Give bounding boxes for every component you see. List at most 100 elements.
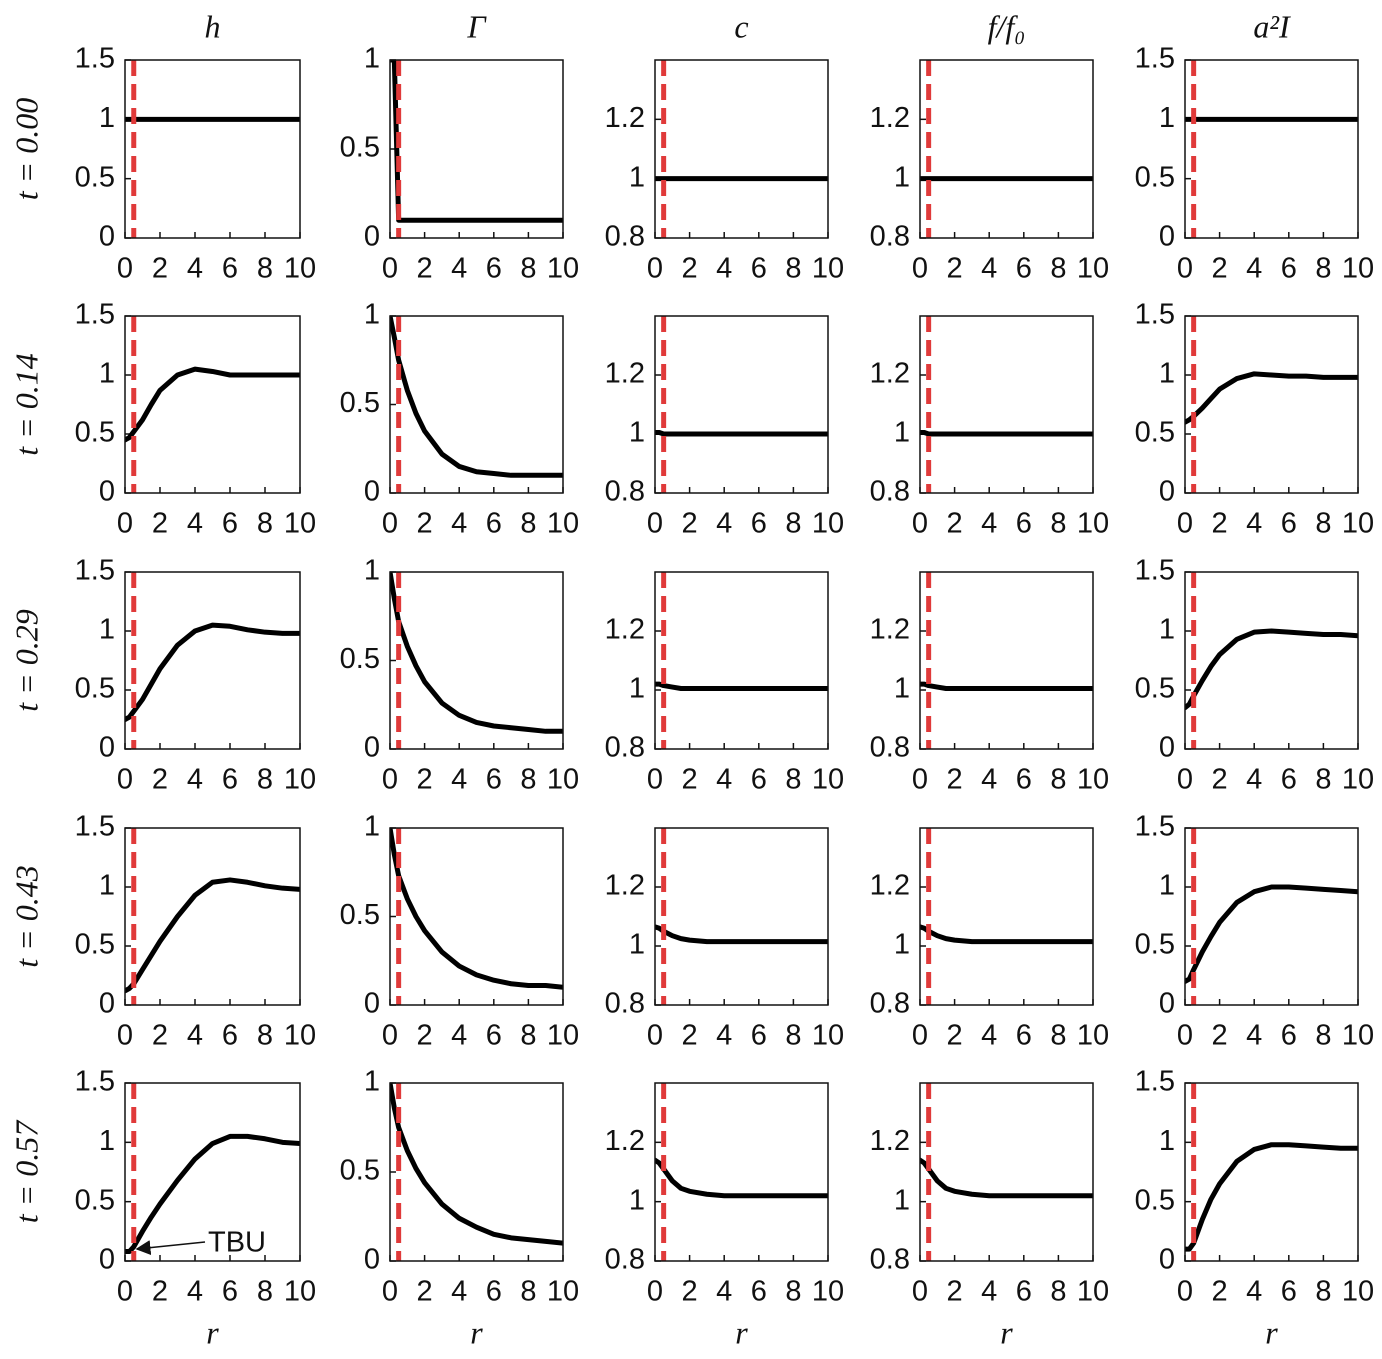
- x-tick-label: 8: [785, 253, 801, 285]
- y-tick-label: 0: [1159, 1244, 1175, 1276]
- y-tick-label: 0.5: [340, 132, 380, 164]
- x-tick-label: 4: [981, 253, 997, 285]
- y-tick-label: 1.5: [75, 811, 115, 843]
- x-tick-label: 0: [912, 764, 928, 796]
- x-tick-label: 2: [947, 253, 963, 285]
- y-tick-label: 1: [364, 1066, 380, 1098]
- data-line: [390, 572, 563, 734]
- x-tick-label: 8: [1050, 1020, 1066, 1052]
- column-title: h: [205, 8, 221, 44]
- y-tick-label: 0.8: [870, 732, 910, 764]
- x-tick-label: 8: [520, 508, 536, 540]
- plot-frame: [919, 59, 1094, 239]
- x-tick-label: 8: [257, 1020, 273, 1052]
- x-axis-label: r: [735, 1314, 748, 1350]
- x-tick-label: 10: [547, 764, 579, 796]
- x-tick-label: 6: [222, 508, 238, 540]
- plot-frame: [919, 1082, 1094, 1262]
- annotation-arrow: [135, 1240, 206, 1256]
- x-tick-label: 10: [812, 253, 844, 285]
- y-tick-label: 0.5: [1135, 417, 1175, 449]
- data-line: [125, 366, 300, 443]
- y-tick-label: 1: [1159, 870, 1175, 902]
- x-tick-label: 2: [947, 764, 963, 796]
- x-tick-label: 6: [486, 253, 502, 285]
- y-tick-label: 1.5: [1135, 299, 1175, 331]
- x-tick-label: 0: [647, 1020, 663, 1052]
- y-tick-label: 1: [629, 417, 645, 449]
- plot-frame: [1184, 59, 1359, 239]
- x-tick-label: 2: [1212, 1276, 1228, 1308]
- y-tick-label: 0: [99, 732, 115, 764]
- x-tick-label: 8: [520, 1276, 536, 1308]
- row-label: t = 0.00: [8, 98, 44, 200]
- x-tick-label: 0: [117, 253, 133, 285]
- plot-frame: [1184, 571, 1359, 750]
- x-tick-label: 8: [785, 1020, 801, 1052]
- x-tick-label: 0: [1177, 1276, 1193, 1308]
- x-tick-label: 2: [417, 508, 433, 540]
- data-line: [1185, 628, 1358, 711]
- data-line: [125, 622, 300, 722]
- y-tick-label: 1.2: [605, 1125, 645, 1157]
- x-tick-label: 4: [451, 1276, 467, 1308]
- x-tick-label: 10: [284, 1276, 316, 1308]
- y-tick-label: 1: [894, 417, 910, 449]
- x-tick-label: 6: [1281, 253, 1297, 285]
- x-tick-label: 4: [716, 253, 732, 285]
- y-tick-label: 1: [1159, 358, 1175, 390]
- x-tick-label: 2: [152, 253, 168, 285]
- x-tick-label: 10: [812, 508, 844, 540]
- y-tick-label: 1.5: [1135, 555, 1175, 587]
- x-tick-label: 8: [785, 764, 801, 796]
- x-tick-label: 0: [117, 508, 133, 540]
- plot-frame: [389, 827, 564, 1006]
- x-tick-label: 4: [451, 508, 467, 540]
- x-tick-label: 8: [1050, 508, 1066, 540]
- y-tick-label: 0: [364, 1244, 380, 1276]
- x-tick-label: 0: [1177, 253, 1193, 285]
- x-tick-label: 2: [417, 1020, 433, 1052]
- x-tick-label: 0: [912, 253, 928, 285]
- x-tick-label: 2: [947, 1276, 963, 1308]
- x-tick-label: 4: [981, 508, 997, 540]
- x-tick-label: 6: [1281, 508, 1297, 540]
- y-tick-label: 0: [364, 221, 380, 253]
- x-tick-label: 4: [187, 508, 203, 540]
- y-tick-label: 1.5: [75, 1066, 115, 1098]
- x-tick-label: 2: [1212, 253, 1228, 285]
- x-tick-label: 0: [1177, 764, 1193, 796]
- x-tick-label: 6: [1281, 1276, 1297, 1308]
- x-tick-label: 6: [751, 1276, 767, 1308]
- x-tick-label: 0: [117, 764, 133, 796]
- x-tick-label: 0: [382, 253, 398, 285]
- x-tick-label: 8: [1050, 253, 1066, 285]
- x-tick-label: 0: [647, 253, 663, 285]
- x-tick-label: 10: [284, 764, 316, 796]
- x-axis-label: r: [1000, 1314, 1013, 1350]
- x-tick-label: 2: [152, 1276, 168, 1308]
- y-tick-label: 1: [629, 161, 645, 193]
- x-tick-label: 6: [1016, 764, 1032, 796]
- data-line: [655, 681, 828, 692]
- y-tick-label: 0.8: [605, 732, 645, 764]
- x-axis-label: r: [1265, 1314, 1278, 1350]
- y-tick-label: 0.8: [870, 1244, 910, 1276]
- plot-frame: [1184, 315, 1359, 494]
- x-tick-label: 6: [1281, 764, 1297, 796]
- data-line: [1185, 371, 1358, 425]
- y-tick-label: 0.8: [870, 221, 910, 253]
- x-tick-label: 6: [1016, 508, 1032, 540]
- row-label: t = 0.57: [8, 1119, 44, 1223]
- x-tick-label: 0: [382, 1020, 398, 1052]
- y-tick-label: 1.2: [605, 614, 645, 646]
- column-title: f/f₀: [988, 8, 1026, 44]
- y-tick-label: 0.5: [75, 161, 115, 193]
- y-tick-label: 0: [1159, 221, 1175, 253]
- x-tick-label: 6: [1016, 1020, 1032, 1052]
- y-tick-label: 0: [1159, 476, 1175, 508]
- x-tick-label: 4: [1246, 1276, 1262, 1308]
- y-tick-label: 0: [99, 221, 115, 253]
- x-tick-label: 8: [1315, 764, 1331, 796]
